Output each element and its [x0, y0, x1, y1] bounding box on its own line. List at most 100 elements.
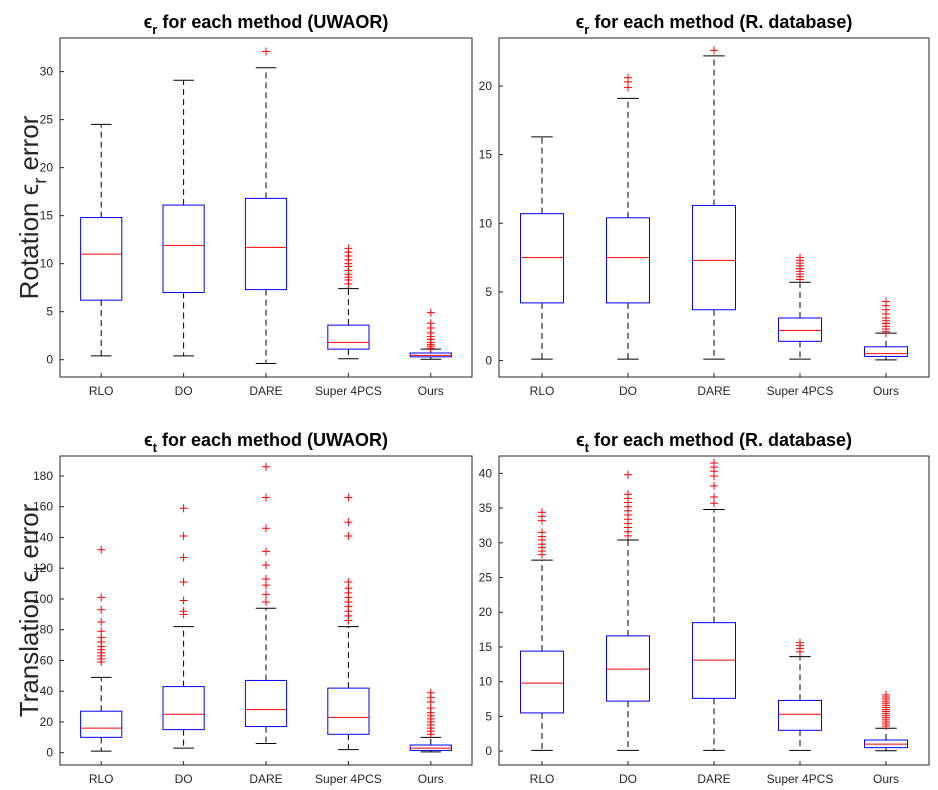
- outlier-marker: [262, 547, 270, 556]
- box-ours: [409, 688, 452, 753]
- box-super-4pcs: [327, 493, 370, 751]
- box-rlo: [80, 123, 123, 357]
- outlier-marker: [179, 607, 188, 616]
- y-tick-label: 25: [40, 113, 54, 127]
- x-tick-label: DARE: [697, 384, 730, 398]
- y-tick-label: 40: [40, 684, 54, 698]
- box-do: [162, 79, 205, 357]
- outlier-marker: [710, 492, 718, 501]
- box-ours: [864, 297, 908, 361]
- outlier-marker: [97, 618, 106, 627]
- x-tick-label: Ours: [873, 772, 899, 786]
- outlier-marker: [262, 561, 270, 570]
- outlier-marker: [796, 638, 804, 647]
- iqr-box: [244, 679, 288, 728]
- y-tick-label: 80: [40, 623, 54, 637]
- iqr-box: [80, 710, 123, 738]
- y-tick-label: 100: [33, 592, 53, 606]
- iqr-box: [692, 204, 736, 311]
- y-tick-label: 60: [40, 653, 54, 667]
- outlier-marker: [426, 308, 435, 317]
- y-axis-label: Translation ϵt error: [14, 503, 50, 717]
- box-dare: [692, 46, 736, 360]
- outlier-marker: [262, 493, 270, 502]
- y-tick-label: 20: [40, 161, 54, 175]
- box-super-4pcs: [327, 244, 370, 360]
- chart-title: ϵr for each method (UWAOR): [144, 12, 389, 37]
- y-tick-label: 10: [479, 216, 493, 230]
- axes-frame: [59, 37, 473, 378]
- chart-title-text: for each method (R. database): [589, 12, 852, 32]
- chart-title: ϵr for each method (R. database): [576, 12, 853, 37]
- y-tick-label: 0: [46, 746, 53, 760]
- box-super-4pcs: [778, 253, 822, 360]
- chart-panel-1: ϵr for each method (UWAOR) 0 5 10 15 20 25 30 RL…: [14, 12, 473, 398]
- x-tick-label: RLO: [530, 772, 555, 786]
- x-tick-label: Ours: [418, 772, 444, 786]
- y-tick-label: 180: [33, 469, 53, 483]
- iqr-box: [606, 635, 650, 702]
- chart-title-text: for each method (R. database): [589, 430, 852, 450]
- box-rlo: [520, 508, 564, 751]
- chart-title-text: for each method (UWAOR): [157, 430, 388, 450]
- outlier-marker: [97, 627, 106, 636]
- outlier-marker: [710, 46, 718, 55]
- box-do: [606, 470, 650, 751]
- iqr-box: [327, 324, 370, 350]
- outlier-marker: [624, 490, 632, 499]
- box-dare: [244, 462, 288, 744]
- outlier-marker: [538, 508, 546, 517]
- box-dare: [692, 458, 736, 751]
- box-do: [606, 73, 650, 360]
- outlier-marker: [262, 462, 270, 471]
- outlier-marker: [882, 297, 890, 306]
- outlier-marker: [344, 531, 353, 540]
- x-tick-label: RLO: [89, 772, 114, 786]
- iqr-box: [80, 217, 123, 301]
- x-tick-label: DARE: [249, 384, 282, 398]
- outlier-marker: [426, 319, 435, 328]
- chart-title: ϵt for each method (R. database): [576, 430, 852, 455]
- y-tick-label: 5: [485, 285, 492, 299]
- box-dare: [244, 47, 288, 365]
- outlier-marker: [710, 481, 718, 490]
- x-tick-label: Ours: [418, 384, 444, 398]
- y-tick-label: 30: [40, 65, 54, 79]
- outlier-marker: [262, 47, 270, 56]
- iqr-box: [327, 687, 370, 735]
- outlier-marker: [796, 253, 804, 262]
- y-tick-label: 10: [40, 257, 54, 271]
- x-tick-label: RLO: [530, 384, 555, 398]
- chart-panel-4: ϵt for each method (R. database) 0 5 10 15 20…: [479, 430, 930, 786]
- y-tick-label: 10: [479, 675, 493, 689]
- y-tick-label: 15: [479, 148, 493, 162]
- chart-title-subscript: r: [584, 22, 589, 37]
- chart-panel-2: ϵr for each method (R. database) 0 5 10 15 20…: [479, 12, 930, 398]
- y-axis-label: Rotation ϵr error: [14, 115, 50, 299]
- y-tick-label: 15: [479, 640, 493, 654]
- outlier-marker: [179, 504, 188, 513]
- y-tick-label: 140: [33, 530, 53, 544]
- chart-title-text: for each method (UWAOR): [157, 12, 388, 32]
- x-tick-label: DARE: [697, 772, 730, 786]
- y-tick-label: 5: [46, 305, 53, 319]
- chart-title-symbol: ϵ: [576, 12, 585, 32]
- outlier-marker: [710, 458, 718, 467]
- outlier-marker: [344, 244, 353, 253]
- x-tick-label: Ours: [873, 384, 899, 398]
- outlier-marker: [344, 493, 353, 502]
- chart-title-subscript: t: [585, 440, 590, 455]
- chart-title-subscript: r: [152, 22, 157, 37]
- axes-frame: [498, 37, 930, 378]
- outlier-marker: [262, 574, 270, 583]
- x-tick-label: Super 4PCS: [767, 772, 834, 786]
- x-tick-label: Super 4PCS: [315, 384, 382, 398]
- y-tick-label: 120: [33, 561, 53, 575]
- outlier-marker: [426, 688, 435, 697]
- outlier-marker: [882, 690, 890, 699]
- outlier-marker: [97, 605, 106, 614]
- y-tick-label: 25: [479, 571, 493, 585]
- x-tick-label: Super 4PCS: [767, 384, 834, 398]
- chart-title-subscript: t: [153, 440, 158, 455]
- y-tick-label: 0: [485, 744, 492, 758]
